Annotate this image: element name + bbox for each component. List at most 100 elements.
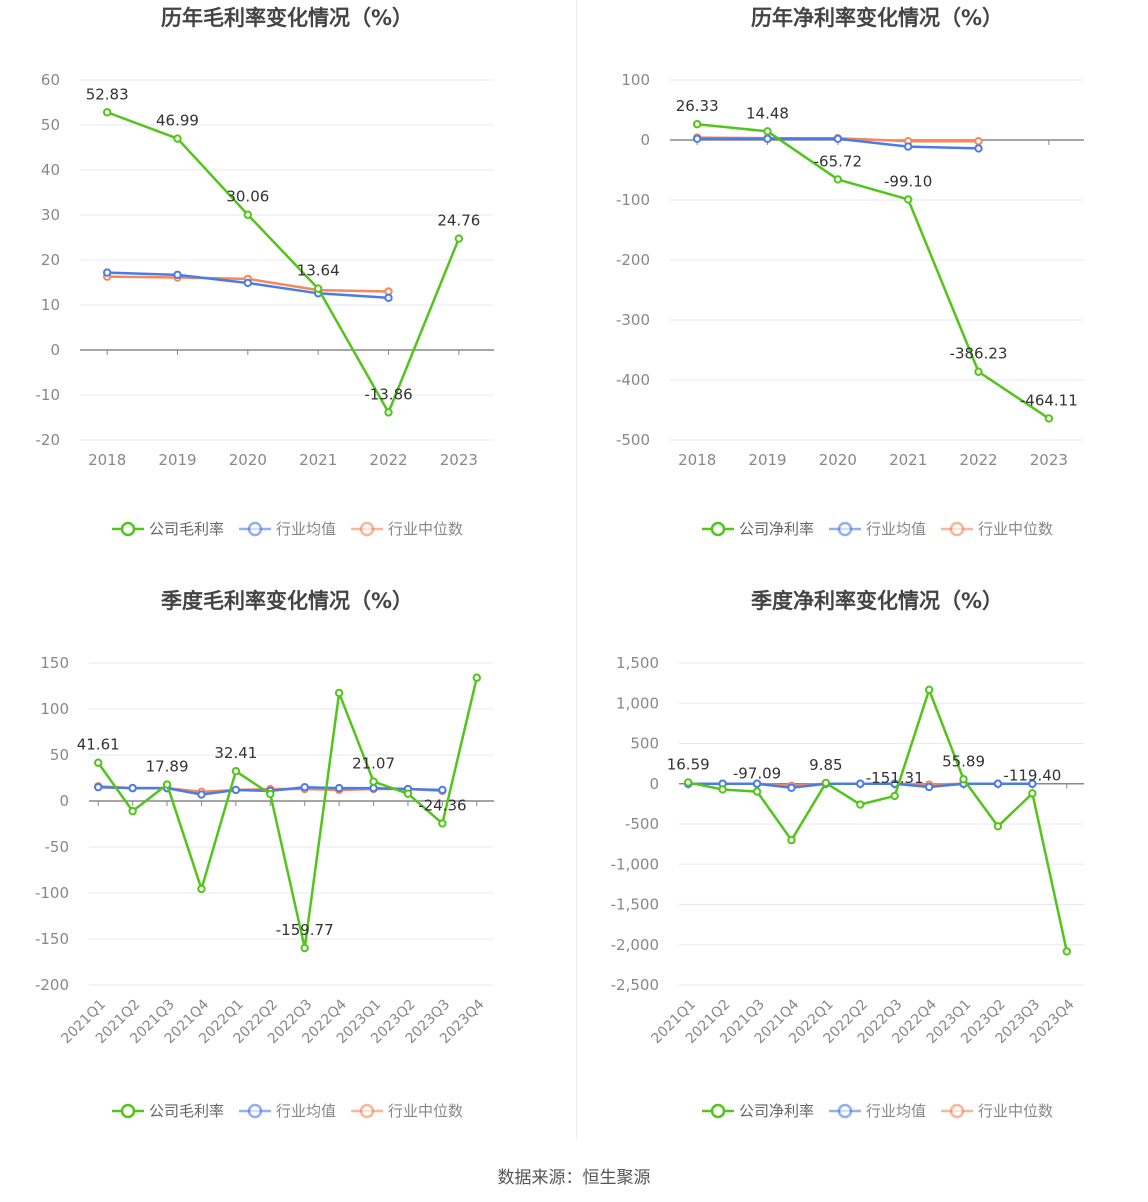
data-point bbox=[472, 673, 481, 682]
data-point bbox=[763, 134, 772, 144]
legend-line-circle-icon bbox=[238, 1103, 271, 1118]
data-point bbox=[102, 108, 112, 117]
data-point bbox=[231, 785, 241, 795]
y-tick-label: -150 bbox=[35, 930, 69, 948]
legend-line-circle-icon bbox=[351, 1103, 383, 1118]
data-label: 14.48 bbox=[746, 104, 789, 122]
y-tick-label: -200 bbox=[35, 976, 69, 994]
data-point bbox=[974, 137, 983, 146]
y-tick-label: 60 bbox=[41, 71, 60, 89]
x-tick-label: 2019 bbox=[158, 451, 196, 469]
legend-label: 行业中位数 bbox=[388, 1102, 464, 1120]
data-label: -24.36 bbox=[418, 796, 466, 814]
y-tick-label: -300 bbox=[616, 311, 650, 329]
y-tick-label: 1,500 bbox=[616, 654, 659, 672]
data-point bbox=[197, 884, 206, 894]
legend-item[interactable]: 公司毛利率 bbox=[111, 1100, 224, 1121]
data-label: 32.41 bbox=[214, 744, 257, 762]
legend-line-circle-icon bbox=[941, 1103, 973, 1118]
data-point bbox=[752, 787, 762, 796]
data-label: 24.76 bbox=[437, 212, 480, 230]
data-label: 30.06 bbox=[226, 188, 269, 206]
legend-line-circle-icon bbox=[701, 521, 734, 536]
legend-line-circle-icon bbox=[238, 521, 271, 536]
legend-label: 行业中位数 bbox=[978, 520, 1054, 538]
data-label: -65.72 bbox=[814, 152, 862, 170]
data-point bbox=[974, 144, 983, 153]
data-label: -386.23 bbox=[950, 345, 1008, 363]
data-point bbox=[162, 780, 172, 789]
data-point bbox=[833, 134, 843, 144]
y-tick-label: 150 bbox=[40, 654, 69, 672]
legend-item[interactable]: 公司毛利率 bbox=[111, 518, 224, 539]
y-tick-label: 0 bbox=[59, 792, 69, 810]
data-point bbox=[718, 785, 727, 794]
chart-svg: -200-150-100-500501001502021Q12021Q22021… bbox=[35, 654, 494, 1047]
legend-item[interactable]: 行业均值 bbox=[238, 1100, 336, 1121]
y-tick-label: 0 bbox=[649, 775, 659, 793]
data-label: -97.09 bbox=[733, 765, 781, 783]
y-tick-label: -50 bbox=[45, 838, 70, 856]
y-tick-label: -400 bbox=[616, 371, 650, 389]
data-point bbox=[334, 688, 344, 698]
y-tick-label: -500 bbox=[616, 431, 650, 449]
legend: 公司毛利率 行业均值 行业中位数 bbox=[0, 1100, 574, 1121]
chart-title: 季度净利率变化情况（%） bbox=[750, 589, 1004, 613]
chart-title: 历年毛利率变化情况（%） bbox=[160, 6, 414, 30]
legend-line-circle-icon bbox=[111, 1103, 144, 1118]
x-tick-label: 2021 bbox=[299, 451, 337, 469]
y-tick-label: 0 bbox=[640, 131, 650, 149]
y-tick-label: 500 bbox=[630, 735, 659, 753]
series-line bbox=[106, 111, 460, 414]
data-point bbox=[924, 685, 934, 695]
data-point bbox=[243, 210, 253, 219]
data-point bbox=[684, 778, 693, 787]
y-tick-label: 100 bbox=[40, 700, 69, 718]
data-point bbox=[438, 785, 447, 795]
annual-gross-margin-panel: 历年毛利率变化情况（%） -20 -10 0 10 20 30 40 50 60 2018 2019… bbox=[0, 0, 574, 580]
legend-item[interactable]: 公司净利率 bbox=[701, 518, 814, 539]
data-point bbox=[173, 270, 182, 280]
legend-item[interactable]: 行业均值 bbox=[828, 1100, 926, 1121]
data-label: 26.33 bbox=[676, 97, 719, 115]
data-label: 52.83 bbox=[86, 85, 129, 103]
y-tick-label: -20 bbox=[36, 431, 61, 449]
legend-item[interactable]: 公司净利率 bbox=[701, 1100, 814, 1121]
legend-label: 行业均值 bbox=[275, 520, 336, 538]
y-tick-label: -1,000 bbox=[611, 855, 659, 873]
data-label: 21.07 bbox=[352, 755, 395, 773]
data-point bbox=[821, 778, 831, 788]
series-line bbox=[687, 688, 1069, 952]
y-tick-label: 50 bbox=[41, 116, 60, 134]
data-label: -151.31 bbox=[866, 769, 924, 787]
data-point bbox=[300, 943, 309, 953]
legend-line-circle-icon bbox=[111, 521, 144, 536]
annual-net-margin-panel: 历年净利率变化情况（%） -500 -400 -300 -200 -100 0 100 201… bbox=[590, 0, 1148, 580]
data-point bbox=[692, 134, 702, 144]
data-point bbox=[94, 758, 103, 767]
legend-item[interactable]: 行业中位数 bbox=[350, 1100, 463, 1121]
legend-item[interactable]: 行业中位数 bbox=[940, 1100, 1053, 1121]
data-label: 13.64 bbox=[297, 262, 340, 280]
legend-label: 行业均值 bbox=[865, 1102, 926, 1120]
y-tick-label: -100 bbox=[616, 191, 650, 209]
data-source: 数据来源：恒生聚源 bbox=[497, 1168, 651, 1188]
legend-item[interactable]: 行业中位数 bbox=[940, 518, 1053, 539]
data-point bbox=[1028, 779, 1037, 788]
legend-item[interactable]: 行业均值 bbox=[238, 518, 336, 539]
data-point bbox=[128, 783, 137, 793]
legend-label: 行业均值 bbox=[865, 520, 926, 538]
legend-line-circle-icon bbox=[828, 521, 861, 536]
data-label: -119.40 bbox=[1003, 766, 1061, 784]
data-point bbox=[369, 777, 378, 786]
x-tick-label: 2023 bbox=[1030, 451, 1068, 469]
y-tick-label: 40 bbox=[41, 161, 60, 179]
data-point bbox=[300, 783, 309, 792]
legend-item[interactable]: 行业中位数 bbox=[350, 518, 463, 539]
y-tick-label: -500 bbox=[625, 815, 659, 833]
data-label: -99.10 bbox=[884, 172, 932, 190]
legend-item[interactable]: 行业均值 bbox=[828, 518, 926, 539]
data-point bbox=[856, 800, 865, 809]
x-tick-label: 2022 bbox=[959, 451, 997, 469]
y-tick-label: -100 bbox=[35, 884, 69, 902]
